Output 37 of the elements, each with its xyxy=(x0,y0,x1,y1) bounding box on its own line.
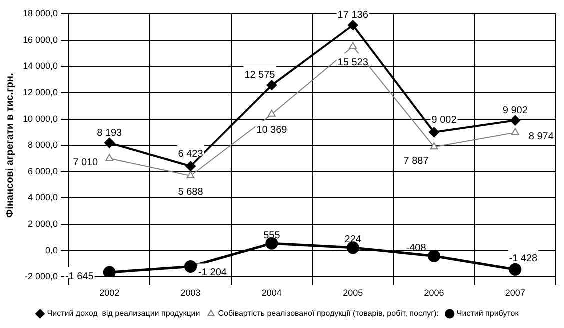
data-label: 555 xyxy=(264,230,281,242)
x-tick-label: 2006 xyxy=(424,288,444,298)
legend-label: Собівартість реалізованої продукції (товарів, робіт, послуг): xyxy=(218,309,439,318)
data-label: 5 688 xyxy=(178,186,204,198)
data-label: 9 002 xyxy=(432,115,458,126)
data-label: -1 645 xyxy=(65,271,94,282)
legend-label: Чистий прибуток xyxy=(456,309,520,318)
data-label: 7 010 xyxy=(73,157,99,168)
data-label: -1 204 xyxy=(198,267,228,278)
data-label: 10 369 xyxy=(256,125,288,136)
x-tick-label: 2005 xyxy=(343,288,364,298)
x-tick-label: 2004 xyxy=(262,288,282,298)
y-tick-label: 10 000,0 xyxy=(22,114,58,124)
y-tick-label: 14 000,0 xyxy=(22,61,58,72)
data-label: 6 423 xyxy=(178,149,204,160)
y-tick-label: 8 000,0 xyxy=(28,140,58,150)
y-tick-label: 4 000,0 xyxy=(28,192,58,203)
y-tick-label: 12 000,0 xyxy=(22,87,58,98)
y-tick-label: 18 000,0 xyxy=(22,8,58,18)
x-tick-label: 2002 xyxy=(100,288,120,298)
y-axis-title: Фінансові агрегати в тис.грн. xyxy=(4,73,16,218)
x-tick-label: 2003 xyxy=(180,288,201,298)
data-label: 8 193 xyxy=(97,128,123,139)
legend-label: Чистий доход від реализации продукции xyxy=(47,309,200,318)
y-tick-label: 16 000,0 xyxy=(22,34,58,45)
data-label: 17 136 xyxy=(338,10,369,22)
y-tick-label: 2 000,0 xyxy=(28,219,58,230)
data-label: 12 575 xyxy=(244,70,276,82)
y-tick-label: 6 000,0 xyxy=(28,166,58,176)
data-label: 15 523 xyxy=(338,57,369,68)
y-tick-label: 0,0 xyxy=(46,245,58,256)
data-label: 8 974 xyxy=(528,132,554,143)
data-label: 7 887 xyxy=(404,156,430,167)
data-label: 9 902 xyxy=(502,105,528,116)
x-tick-label: 2007 xyxy=(505,288,526,298)
data-label: -1 428 xyxy=(509,253,538,264)
y-tick-label: -2 000,0 xyxy=(25,272,58,282)
